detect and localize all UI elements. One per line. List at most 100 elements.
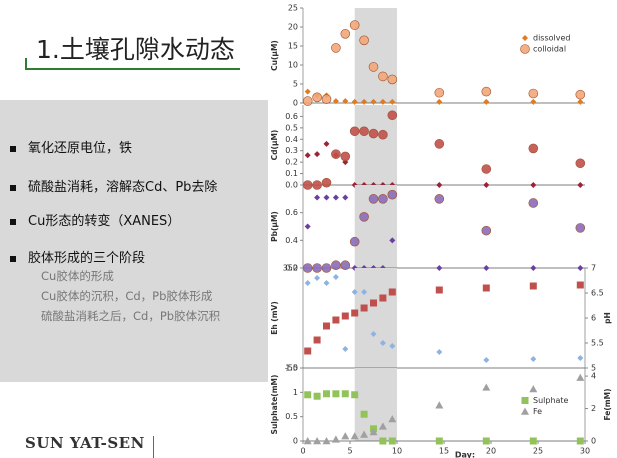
legend-swatch: [521, 397, 529, 404]
data-point: [304, 391, 312, 399]
data-point: [575, 89, 586, 100]
y-tick-label: 0.3: [285, 146, 298, 155]
data-point: [576, 373, 585, 381]
data-point: [389, 237, 396, 244]
data-point: [314, 275, 321, 281]
shaded-period: [354, 8, 397, 103]
data-point: [389, 98, 396, 105]
bullet: 氧化还原电位，铁: [10, 137, 132, 156]
data-point: [483, 357, 490, 363]
legend-swatch: [521, 407, 529, 415]
data-point: [302, 263, 313, 273]
data-point: [378, 422, 387, 430]
legend-label: dissolved: [533, 34, 571, 43]
data-point: [368, 194, 379, 204]
data-point: [313, 336, 321, 344]
y-tick-label: -50: [285, 364, 298, 373]
legend-swatch: [520, 44, 530, 54]
y-tick-label: 0.6: [285, 112, 298, 121]
y-tick-label: 0.4: [285, 236, 298, 245]
data-point: [340, 151, 351, 162]
data-point: [388, 415, 397, 423]
data-point: [340, 260, 351, 271]
data-point: [341, 432, 350, 440]
data-point: [435, 401, 444, 409]
data-point: [323, 322, 330, 330]
data-point: [303, 437, 312, 445]
data-point: [304, 88, 311, 95]
data-point: [388, 437, 396, 445]
data-point: [302, 96, 313, 106]
y-axis-label: Cu(μM): [270, 40, 279, 71]
data-point: [332, 274, 339, 280]
data-point: [379, 294, 387, 302]
data-point: [530, 265, 537, 271]
data-point: [483, 265, 490, 271]
title-rule: [25, 68, 240, 70]
y2-tick-label: 2: [591, 404, 596, 413]
data-point: [323, 280, 330, 286]
data-point: [434, 194, 445, 204]
y2-axis-label: pH: [603, 312, 612, 324]
data-point: [387, 189, 398, 200]
data-point: [342, 194, 349, 201]
y-tick-label: 0: [293, 99, 298, 108]
data-point: [332, 194, 339, 201]
data-point: [323, 390, 330, 398]
title-tick: [25, 58, 27, 70]
data-point: [370, 331, 377, 337]
x-tick-label: 15: [439, 447, 449, 456]
data-point: [481, 86, 492, 97]
data-point: [370, 299, 377, 307]
data-point: [312, 180, 322, 190]
y-tick-label: 0.5: [285, 412, 298, 421]
data-point: [351, 391, 359, 399]
data-point: [389, 343, 396, 349]
y2-tick-label: 7: [591, 264, 596, 273]
data-point: [340, 29, 351, 39]
data-point: [361, 289, 368, 295]
data-point: [314, 151, 321, 158]
data-point: [312, 263, 322, 273]
data-point: [351, 98, 358, 105]
data-point: [436, 182, 443, 188]
data-point: [434, 139, 445, 149]
data-point: [481, 164, 492, 174]
y-tick-label: 1: [293, 388, 298, 397]
data-point: [313, 437, 322, 445]
y-axis-label: Pb(μM): [270, 211, 279, 242]
y-tick-label: 15: [288, 42, 298, 51]
y-tick-label: 0.1: [285, 169, 298, 178]
y-tick-label: 0.5: [285, 123, 298, 132]
x-axis-label: Day:: [455, 451, 475, 458]
y-tick-label: 0: [293, 437, 298, 446]
legend-label: Fe: [533, 407, 542, 416]
shaded-period: [354, 268, 397, 368]
data-point: [575, 158, 586, 169]
data-point: [331, 149, 341, 159]
data-point: [321, 177, 332, 188]
data-point: [387, 110, 398, 121]
data-point: [313, 392, 321, 400]
footer-logo: SUN YAT-SEN: [25, 434, 145, 452]
data-point: [528, 88, 539, 99]
data-point: [341, 312, 349, 320]
legend-swatch: [522, 35, 528, 41]
y2-axis-label: Fe(mM): [603, 388, 612, 420]
data-point: [332, 316, 340, 324]
data-point: [530, 98, 537, 105]
y2-tick-label: 6.5: [591, 289, 604, 298]
data-point: [331, 260, 341, 271]
data-point: [360, 304, 368, 312]
data-point: [577, 265, 584, 271]
data-point: [388, 288, 396, 296]
data-point: [304, 223, 311, 230]
data-point: [483, 182, 490, 188]
data-point: [321, 94, 332, 104]
data-point: [322, 437, 331, 445]
data-point: [351, 309, 359, 317]
data-point: [482, 284, 490, 292]
bullet-panel: 氧化还原电位，铁 硫酸盐消耗，溶解态Cd、Pb去除 Cu形态的转变（XANES）…: [0, 100, 268, 382]
